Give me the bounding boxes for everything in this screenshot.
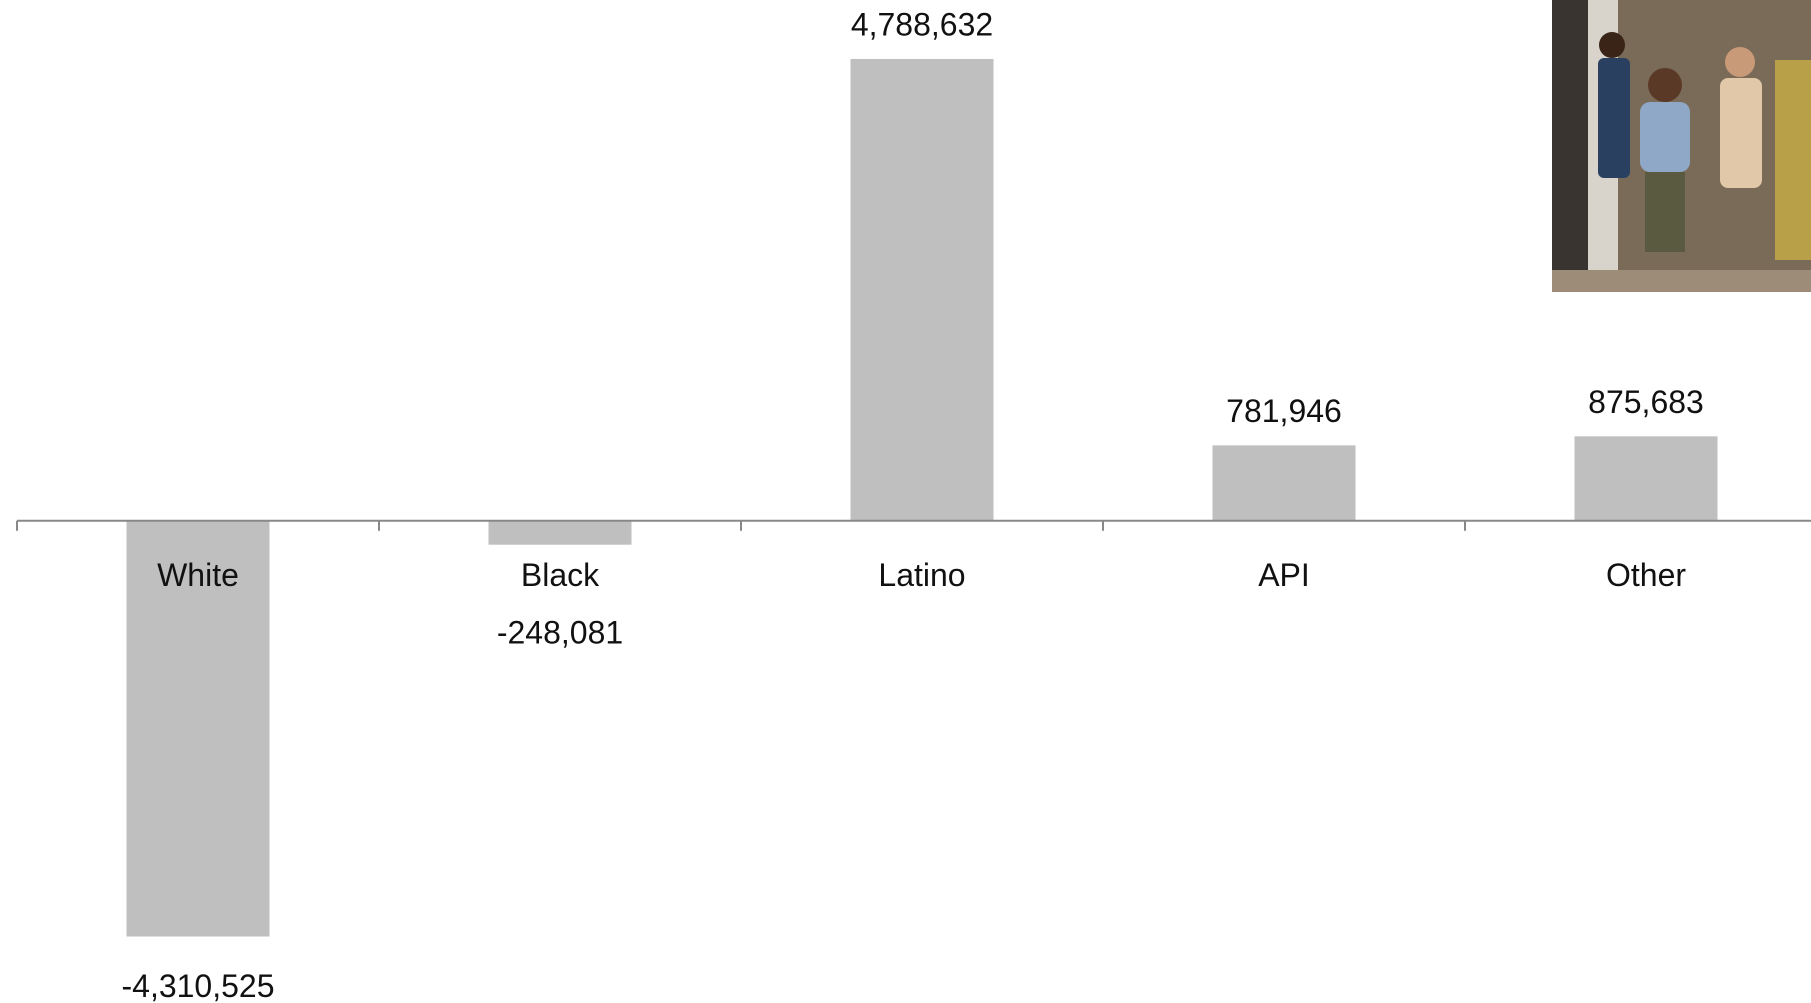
x-tick-label: Black bbox=[521, 557, 600, 593]
bar bbox=[126, 520, 270, 937]
x-tick-label: Other bbox=[1606, 557, 1686, 593]
photo bbox=[1552, 0, 1811, 292]
bar bbox=[850, 58, 994, 521]
value-label: -4,310,525 bbox=[121, 968, 274, 1003]
bar bbox=[1212, 445, 1356, 521]
x-tick-label: API bbox=[1258, 557, 1310, 593]
value-label: 875,683 bbox=[1588, 384, 1704, 420]
x-tick-label: White bbox=[157, 557, 239, 593]
value-label: 4,788,632 bbox=[851, 6, 993, 42]
bar bbox=[1574, 436, 1718, 521]
value-label: 781,946 bbox=[1226, 393, 1342, 429]
value-label: -248,081 bbox=[497, 614, 623, 650]
x-tick-label: Latino bbox=[878, 557, 965, 593]
bar bbox=[488, 520, 632, 545]
